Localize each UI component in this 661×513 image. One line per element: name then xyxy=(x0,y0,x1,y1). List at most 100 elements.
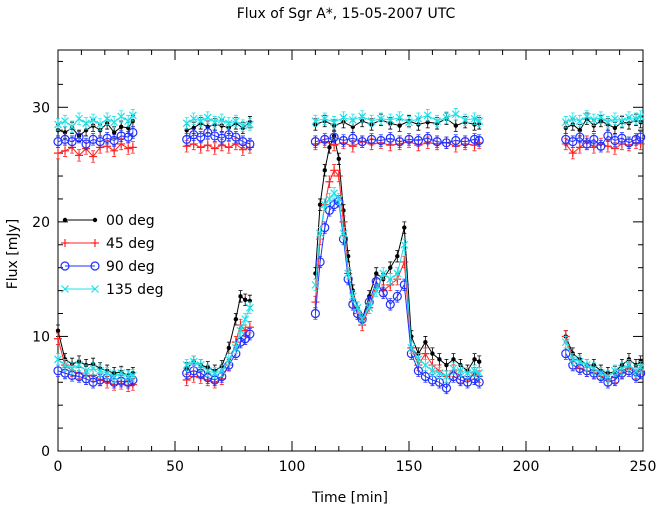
data-point-3 xyxy=(96,366,105,375)
legend-marker xyxy=(91,285,99,293)
data-point-3 xyxy=(348,115,357,124)
data-point-0 xyxy=(430,351,435,356)
data-point-1 xyxy=(339,217,348,226)
data-point-3 xyxy=(311,117,320,125)
data-point-0 xyxy=(317,202,323,207)
data-point-3 xyxy=(325,195,334,203)
data-point-3 xyxy=(400,240,409,249)
data-point-1 xyxy=(189,139,198,148)
data-point-0 xyxy=(388,265,393,270)
data-point-0 xyxy=(327,145,332,150)
legend-label: 00 deg xyxy=(106,213,155,229)
data-point-2 xyxy=(310,137,320,147)
data-point-3 xyxy=(589,364,598,373)
data-point-2 xyxy=(81,139,91,149)
legend-marker xyxy=(61,285,69,293)
data-point-1 xyxy=(54,149,62,158)
data-point-2 xyxy=(575,132,585,142)
data-point-3 xyxy=(407,343,416,352)
data-point-3 xyxy=(103,114,112,123)
data-point-2 xyxy=(636,132,646,142)
data-point-3 xyxy=(128,111,137,120)
data-point-3 xyxy=(456,366,465,375)
x-tick-label: 100 xyxy=(279,459,306,475)
data-point-2 xyxy=(474,135,484,146)
data-point-2 xyxy=(123,132,133,142)
legend-marker xyxy=(62,217,68,223)
data-point-0 xyxy=(472,357,477,362)
data-point-3 xyxy=(245,120,254,129)
data-point-3 xyxy=(470,366,479,375)
data-point-2 xyxy=(589,134,599,144)
y-tick-label: 10 xyxy=(32,329,50,345)
y-tick-label: 20 xyxy=(32,215,50,231)
data-point-3 xyxy=(568,355,577,364)
data-point-2 xyxy=(231,132,241,142)
data-point-0 xyxy=(55,328,61,333)
data-point-3 xyxy=(421,361,430,369)
data-point-1 xyxy=(75,151,84,160)
data-point-3 xyxy=(423,111,432,120)
data-point-3 xyxy=(330,189,339,198)
data-point-3 xyxy=(189,357,198,366)
data-point-1 xyxy=(196,143,205,152)
data-point-1 xyxy=(325,177,334,186)
data-point-3 xyxy=(189,114,198,123)
x-tick-label: 50 xyxy=(166,459,184,475)
data-point-3 xyxy=(217,115,226,124)
data-point-3 xyxy=(470,114,479,123)
data-point-3 xyxy=(475,117,484,125)
data-point-2 xyxy=(423,133,433,143)
data-point-2 xyxy=(116,131,126,141)
data-point-3 xyxy=(475,369,484,378)
data-point-0 xyxy=(453,123,458,128)
data-point-0 xyxy=(336,156,341,162)
legend-marker xyxy=(92,217,98,223)
data-point-1 xyxy=(400,257,409,266)
legend-marker xyxy=(60,261,70,271)
series-line-1-upper xyxy=(186,143,251,151)
data-point-3 xyxy=(582,361,591,369)
data-point-3 xyxy=(435,369,444,378)
data-point-3 xyxy=(636,363,645,372)
data-point-3 xyxy=(365,303,374,312)
data-point-3 xyxy=(196,361,205,369)
x-tick-label: 150 xyxy=(396,459,423,475)
plot-area: 0 50 100 150 200 250 0 10 20 30 xyxy=(32,49,656,475)
data-point-3 xyxy=(117,112,126,121)
data-point-3 xyxy=(311,280,320,289)
data-point-3 xyxy=(610,366,619,375)
data-point-2 xyxy=(320,134,330,144)
data-point-3 xyxy=(442,113,451,122)
legend-label: 135 deg xyxy=(106,282,164,298)
data-point-2 xyxy=(451,135,461,146)
data-point-2 xyxy=(469,134,480,144)
data-point-3 xyxy=(575,117,584,125)
data-point-3 xyxy=(442,372,451,381)
data-point-3 xyxy=(124,117,133,125)
data-point-3 xyxy=(589,115,598,124)
data-point-0 xyxy=(111,130,117,135)
legend-marker xyxy=(61,239,69,247)
data-point-2 xyxy=(392,291,402,301)
data-point-3 xyxy=(110,372,119,381)
data-point-3 xyxy=(344,269,353,278)
data-point-3 xyxy=(236,326,245,335)
data-point-3 xyxy=(610,114,619,123)
data-point-2 xyxy=(357,137,367,147)
x-tick-label: 200 xyxy=(513,459,540,475)
data-point-2 xyxy=(74,132,84,142)
data-point-3 xyxy=(245,303,254,312)
data-point-0 xyxy=(233,317,239,322)
data-point-1 xyxy=(334,172,343,181)
chart-title: Flux of Sgr A*, 15-05-2007 UTC xyxy=(237,6,456,22)
data-point-2 xyxy=(441,383,452,393)
data-point-3 xyxy=(203,366,212,375)
x-tick-label: 0 xyxy=(54,459,63,475)
data-point-1 xyxy=(128,143,137,152)
data-point-3 xyxy=(54,355,62,364)
data-point-3 xyxy=(561,118,570,127)
y-axis-label: Flux [mJy] xyxy=(5,219,21,290)
data-point-3 xyxy=(320,200,329,209)
